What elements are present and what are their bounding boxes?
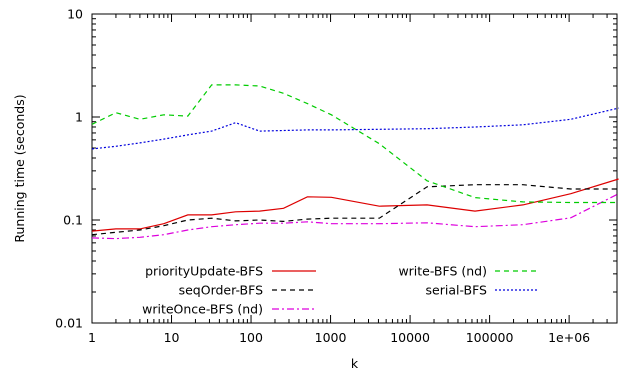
legend-label: writeOnce-BFS (nd) [142,302,263,317]
legend-label: serial-BFS [426,283,488,298]
y-tick-label: 10 [67,7,83,22]
legend-label: priorityUpdate-BFS [145,264,263,279]
x-tick-label: 10 [164,330,180,345]
y-tick-label: 0.01 [55,316,83,331]
series-line-1 [91,184,619,236]
x-tick-label: 1 [88,330,96,345]
legend: priorityUpdate-BFS seqOrder-BFS writeOnce-… [142,264,539,317]
series-line-2 [91,193,619,240]
y-tick-label: 1 [75,110,83,125]
y-axis-title: Running time (seconds) [12,94,27,242]
x-tick-label: 100 [239,330,263,345]
series-line-4 [91,107,619,150]
legend-label: seqOrder-BFS [179,283,263,298]
legend-label: write-BFS (nd) [398,264,487,279]
x-axis: 1 10 100 1000 10000 100000 1e+06 [88,14,618,345]
y-tick-label: 0.1 [63,213,83,228]
series-lines [91,84,619,240]
y-axis: 0.01 0.1 1 10 [55,7,617,331]
series-line-0 [91,178,619,232]
x-axis-title: k [351,356,359,371]
x-tick-label: 1000 [315,330,347,345]
x-tick-label: 10000 [390,330,430,345]
series-line-3 [91,84,619,204]
x-tick-label: 100000 [466,330,514,345]
x-tick-label: 1e+06 [548,330,590,345]
